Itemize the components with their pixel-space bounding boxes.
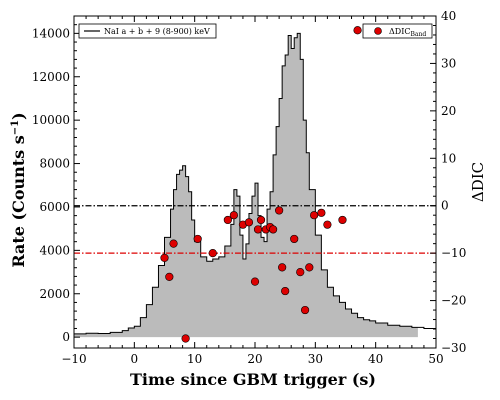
y-left-tick-label: 4000 — [39, 243, 70, 257]
reference-lines — [74, 205, 436, 254]
delta-dic-point — [160, 253, 169, 262]
delta-dic-point — [338, 215, 347, 225]
y-axis-left: 0 2000 4000 6000 8000 10000 12000 14000 — [32, 24, 80, 344]
y-left-tick-label: 0 — [62, 330, 70, 344]
y-right-tick-label: 10 — [441, 151, 456, 165]
y-left-tick-label: 6000 — [39, 200, 70, 214]
delta-dic-point — [250, 277, 260, 286]
rate-series-area — [74, 32, 436, 338]
x-tick-label: 40 — [368, 352, 383, 366]
x-axis-title: Time since GBM trigger (s) — [130, 370, 376, 389]
y-right-tick-label: 20 — [441, 104, 456, 118]
delta-dic-point — [300, 305, 310, 315]
delta-dic-point — [208, 249, 217, 258]
y-left-tick-label: 14000 — [32, 26, 70, 40]
delta-dic-point — [229, 211, 238, 220]
delta-dic-point — [193, 234, 202, 244]
delta-dic-point — [269, 225, 278, 234]
x-tick-label: 10 — [187, 352, 202, 366]
delta-dic-point — [305, 263, 314, 272]
y-right-tick-label: −10 — [441, 246, 466, 260]
y-right-tick-label: −30 — [441, 341, 466, 355]
rate-area-fill — [74, 33, 418, 338]
y-right-tick-label: 40 — [441, 9, 456, 23]
delta-dic-point — [256, 215, 266, 225]
delta-dic-point — [317, 208, 326, 217]
y-left-tick-label: 10000 — [32, 113, 70, 127]
delta-dic-point — [275, 206, 284, 215]
y-axis-right-title: ΔDIC — [469, 162, 487, 202]
delta-dic-point — [290, 234, 299, 244]
y-right-tick-label: −20 — [441, 294, 466, 308]
delta-dic-series — [160, 26, 362, 343]
legend-right-marker — [374, 27, 382, 35]
x-tick-label: 20 — [247, 352, 262, 366]
delta-dic-point — [281, 286, 290, 296]
delta-dic-point — [244, 218, 254, 227]
y-axis-right: −30 −20 −10 0 10 20 30 40 — [430, 9, 466, 355]
legend-left: NaI a + b + 9 (8-900) keV — [78, 23, 217, 39]
delta-dic-point — [169, 239, 178, 248]
delta-dic-point — [323, 220, 332, 229]
y-left-tick-label: 2000 — [39, 287, 70, 301]
x-tick-label: −10 — [61, 352, 86, 366]
delta-dic-point — [353, 26, 362, 35]
y-right-tick-label: 30 — [441, 56, 456, 70]
rate-step-line — [74, 32, 436, 335]
legend-right-label: ΔDICBand — [389, 27, 426, 38]
x-axis: −10 0 10 20 30 40 50 — [61, 16, 444, 366]
delta-dic-point — [253, 225, 263, 234]
delta-dic-point — [165, 272, 174, 281]
x-tick-label: 50 — [428, 352, 443, 366]
y-right-tick-label: 0 — [441, 199, 449, 213]
legend-left-label: NaI a + b + 9 (8-900) keV — [104, 27, 210, 36]
y-left-tick-label: 8000 — [39, 157, 70, 171]
delta-dic-point — [296, 268, 305, 277]
delta-dic-point — [223, 215, 232, 225]
delta-dic-point — [181, 334, 190, 343]
y-left-tick-label: 12000 — [32, 70, 70, 84]
x-tick-label: 0 — [131, 352, 139, 366]
x-tick-label: 30 — [308, 352, 323, 366]
delta-dic-point — [310, 211, 319, 220]
y-axis-left-title: Rate (Counts s−1) — [9, 112, 28, 267]
delta-dic-point — [278, 263, 287, 272]
legend-right: ΔDICBand — [362, 23, 433, 39]
